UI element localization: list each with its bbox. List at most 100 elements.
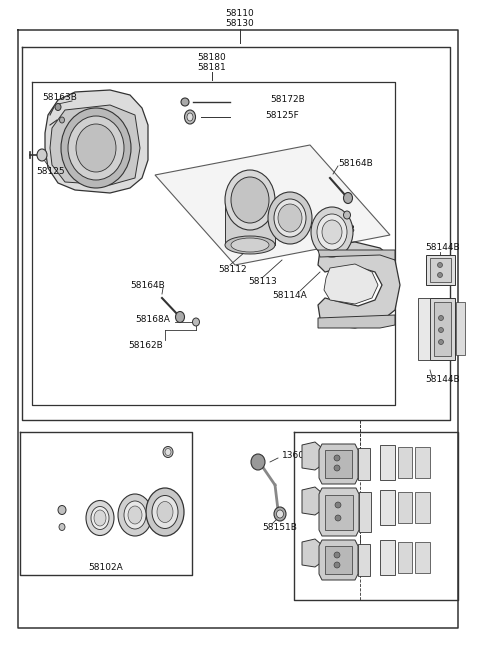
Polygon shape (380, 540, 395, 575)
Polygon shape (50, 105, 140, 185)
Polygon shape (45, 90, 148, 193)
Text: 58164B: 58164B (130, 281, 165, 289)
Polygon shape (418, 298, 430, 360)
Ellipse shape (274, 199, 306, 237)
Text: 58162B: 58162B (128, 341, 163, 349)
Ellipse shape (322, 220, 342, 244)
Text: 58161B: 58161B (320, 225, 355, 235)
Ellipse shape (276, 510, 284, 518)
Ellipse shape (181, 98, 189, 106)
Polygon shape (155, 145, 390, 265)
Ellipse shape (176, 312, 184, 322)
Ellipse shape (439, 328, 444, 333)
Polygon shape (430, 298, 455, 360)
Polygon shape (325, 450, 352, 478)
Ellipse shape (152, 496, 178, 529)
Polygon shape (415, 447, 430, 478)
Polygon shape (319, 540, 358, 580)
Ellipse shape (165, 449, 171, 455)
Ellipse shape (225, 170, 275, 230)
Text: 58125F: 58125F (265, 111, 299, 119)
Ellipse shape (278, 204, 302, 232)
Ellipse shape (335, 502, 341, 508)
Polygon shape (319, 488, 359, 536)
Ellipse shape (91, 507, 109, 529)
Polygon shape (398, 492, 412, 523)
Polygon shape (398, 542, 412, 573)
Ellipse shape (334, 562, 340, 568)
Polygon shape (415, 492, 430, 523)
Ellipse shape (94, 510, 106, 526)
Ellipse shape (58, 505, 66, 515)
Text: 58168A: 58168A (135, 316, 170, 324)
Ellipse shape (128, 506, 142, 524)
Polygon shape (319, 444, 358, 484)
Text: 58114A: 58114A (272, 291, 307, 299)
Text: 58112: 58112 (218, 266, 247, 275)
Text: 58144B: 58144B (425, 243, 460, 252)
Ellipse shape (76, 124, 116, 172)
Polygon shape (302, 539, 322, 567)
Polygon shape (318, 315, 395, 328)
Ellipse shape (268, 192, 312, 244)
Text: 58164B: 58164B (338, 159, 373, 167)
Ellipse shape (68, 116, 124, 180)
Text: 58125: 58125 (36, 167, 65, 177)
Text: 58113: 58113 (248, 277, 277, 287)
Text: 58163B: 58163B (42, 94, 77, 103)
Ellipse shape (437, 262, 443, 268)
Polygon shape (430, 258, 451, 282)
Ellipse shape (118, 494, 152, 536)
Ellipse shape (37, 149, 47, 161)
Polygon shape (318, 242, 400, 328)
Ellipse shape (344, 192, 352, 204)
Ellipse shape (439, 339, 444, 345)
Polygon shape (358, 448, 370, 480)
Ellipse shape (192, 318, 200, 326)
Polygon shape (359, 492, 371, 532)
Polygon shape (380, 490, 395, 525)
Ellipse shape (251, 454, 265, 470)
Ellipse shape (86, 500, 114, 536)
Text: 58144B: 58144B (425, 376, 460, 384)
Polygon shape (302, 442, 322, 470)
Ellipse shape (187, 113, 193, 121)
Ellipse shape (344, 211, 350, 219)
Polygon shape (325, 495, 353, 530)
Polygon shape (324, 264, 378, 304)
Text: 58101B: 58101B (310, 544, 345, 552)
Ellipse shape (334, 455, 340, 461)
Text: 1360GJ: 1360GJ (282, 451, 314, 459)
Ellipse shape (334, 465, 340, 471)
Polygon shape (325, 546, 352, 574)
Text: 58110: 58110 (226, 9, 254, 18)
Text: 58172B: 58172B (270, 96, 305, 105)
Ellipse shape (231, 238, 269, 252)
Ellipse shape (184, 110, 195, 124)
Ellipse shape (163, 447, 173, 457)
Ellipse shape (55, 103, 61, 111)
Ellipse shape (317, 214, 347, 250)
Ellipse shape (335, 515, 341, 521)
Text: 58102A: 58102A (89, 563, 123, 573)
Polygon shape (318, 250, 395, 260)
Text: 58181: 58181 (198, 63, 227, 71)
Ellipse shape (231, 177, 269, 223)
Polygon shape (225, 200, 275, 245)
Text: 58180: 58180 (198, 53, 227, 61)
Ellipse shape (311, 207, 353, 257)
Ellipse shape (60, 117, 64, 123)
Polygon shape (398, 447, 412, 478)
Ellipse shape (59, 523, 65, 530)
Polygon shape (302, 487, 322, 515)
Ellipse shape (437, 273, 443, 277)
Polygon shape (380, 445, 395, 480)
Polygon shape (434, 302, 451, 356)
Polygon shape (415, 542, 430, 573)
Polygon shape (456, 302, 465, 355)
Polygon shape (358, 544, 370, 576)
Ellipse shape (439, 316, 444, 320)
Ellipse shape (157, 501, 173, 523)
Ellipse shape (124, 501, 146, 529)
Polygon shape (426, 255, 455, 285)
